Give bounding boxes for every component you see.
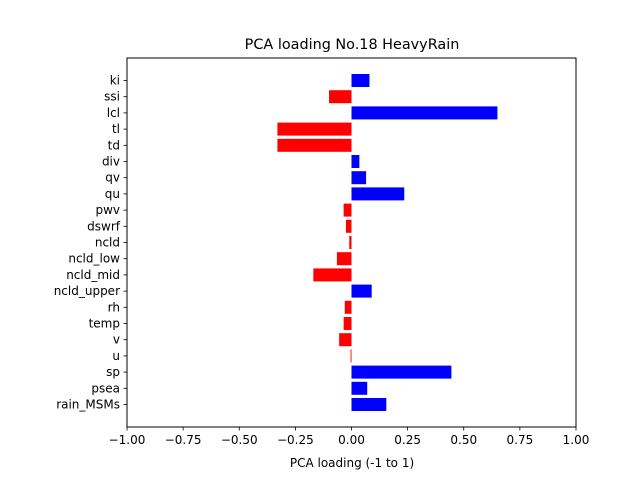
y-tick-label: ki (110, 74, 120, 88)
bar-rain_MSMs (351, 398, 387, 411)
bar-ki (351, 74, 370, 87)
x-tick-label: −0.50 (221, 433, 258, 447)
y-tick-label: div (102, 155, 120, 169)
bar-dswrf (345, 219, 352, 233)
bar-td (277, 138, 352, 152)
y-tick-label: pwv (95, 203, 120, 217)
y-tick-label: ssi (104, 90, 120, 104)
x-tick-label: 0.25 (394, 433, 421, 447)
y-tick-label: ncld (95, 236, 120, 250)
bar-ncld_mid (313, 268, 352, 282)
bar-u (350, 349, 352, 363)
y-tick-label: qv (105, 171, 120, 185)
x-tick-label: 1.00 (563, 433, 590, 447)
bar-psea (351, 381, 368, 395)
bar-temp (343, 317, 352, 330)
y-tick-label: lcl (107, 106, 120, 120)
x-tick-label: 0.50 (450, 433, 477, 447)
x-tick-label: −0.75 (165, 433, 202, 447)
bar-ssi (329, 90, 352, 104)
bar-pwv (343, 203, 352, 217)
bar-ncld (349, 236, 352, 249)
plot-frame (126, 57, 577, 428)
y-tick-label: v (113, 333, 120, 347)
x-tick-label: 0.75 (507, 433, 534, 447)
bars-group (277, 74, 498, 411)
bar-ncld_low (336, 252, 352, 266)
y-tick-label: tl (112, 122, 120, 136)
bar-rh (344, 300, 352, 314)
x-axis-ticks: −1.00 −0.75 −0.50 −0.25 0.00 0.25 0.50 0.75 1.00 (109, 427, 590, 447)
bar-div (351, 155, 360, 168)
y-tick-label: ncld_low (68, 252, 120, 266)
bar-ncld_upper (351, 284, 372, 298)
y-tick-label: u (112, 349, 120, 363)
y-tick-label: ncld_upper (54, 284, 120, 298)
y-tick-label: rh (108, 300, 120, 314)
y-tick-label: td (108, 138, 120, 152)
bar-sp (351, 365, 452, 379)
y-tick-label: psea (91, 381, 120, 395)
bar-tl (277, 122, 352, 136)
y-tick-label: dswrf (87, 219, 121, 233)
chart-title: PCA loading No.18 HeavyRain (245, 37, 460, 53)
y-tick-label: qu (105, 187, 120, 201)
y-axis-ticks: ki ssi lcl tl td div qv qu pwv dswrf ncld ncld_lown… (54, 74, 127, 412)
y-tick-label: temp (89, 317, 120, 331)
x-tick-label: 0.00 (338, 433, 365, 447)
bar-qv (351, 171, 367, 185)
y-tick-label: ncld_mid (66, 268, 120, 282)
x-tick-label: −0.25 (277, 433, 314, 447)
bar-qu (351, 187, 405, 201)
x-axis-label: PCA loading (-1 to 1) (290, 456, 414, 470)
y-tick-label: rain_MSMs (56, 398, 120, 412)
y-tick-label: sp (106, 365, 120, 379)
x-tick-label: −1.00 (109, 433, 146, 447)
bar-lcl (351, 106, 498, 120)
bar-v (339, 333, 352, 347)
